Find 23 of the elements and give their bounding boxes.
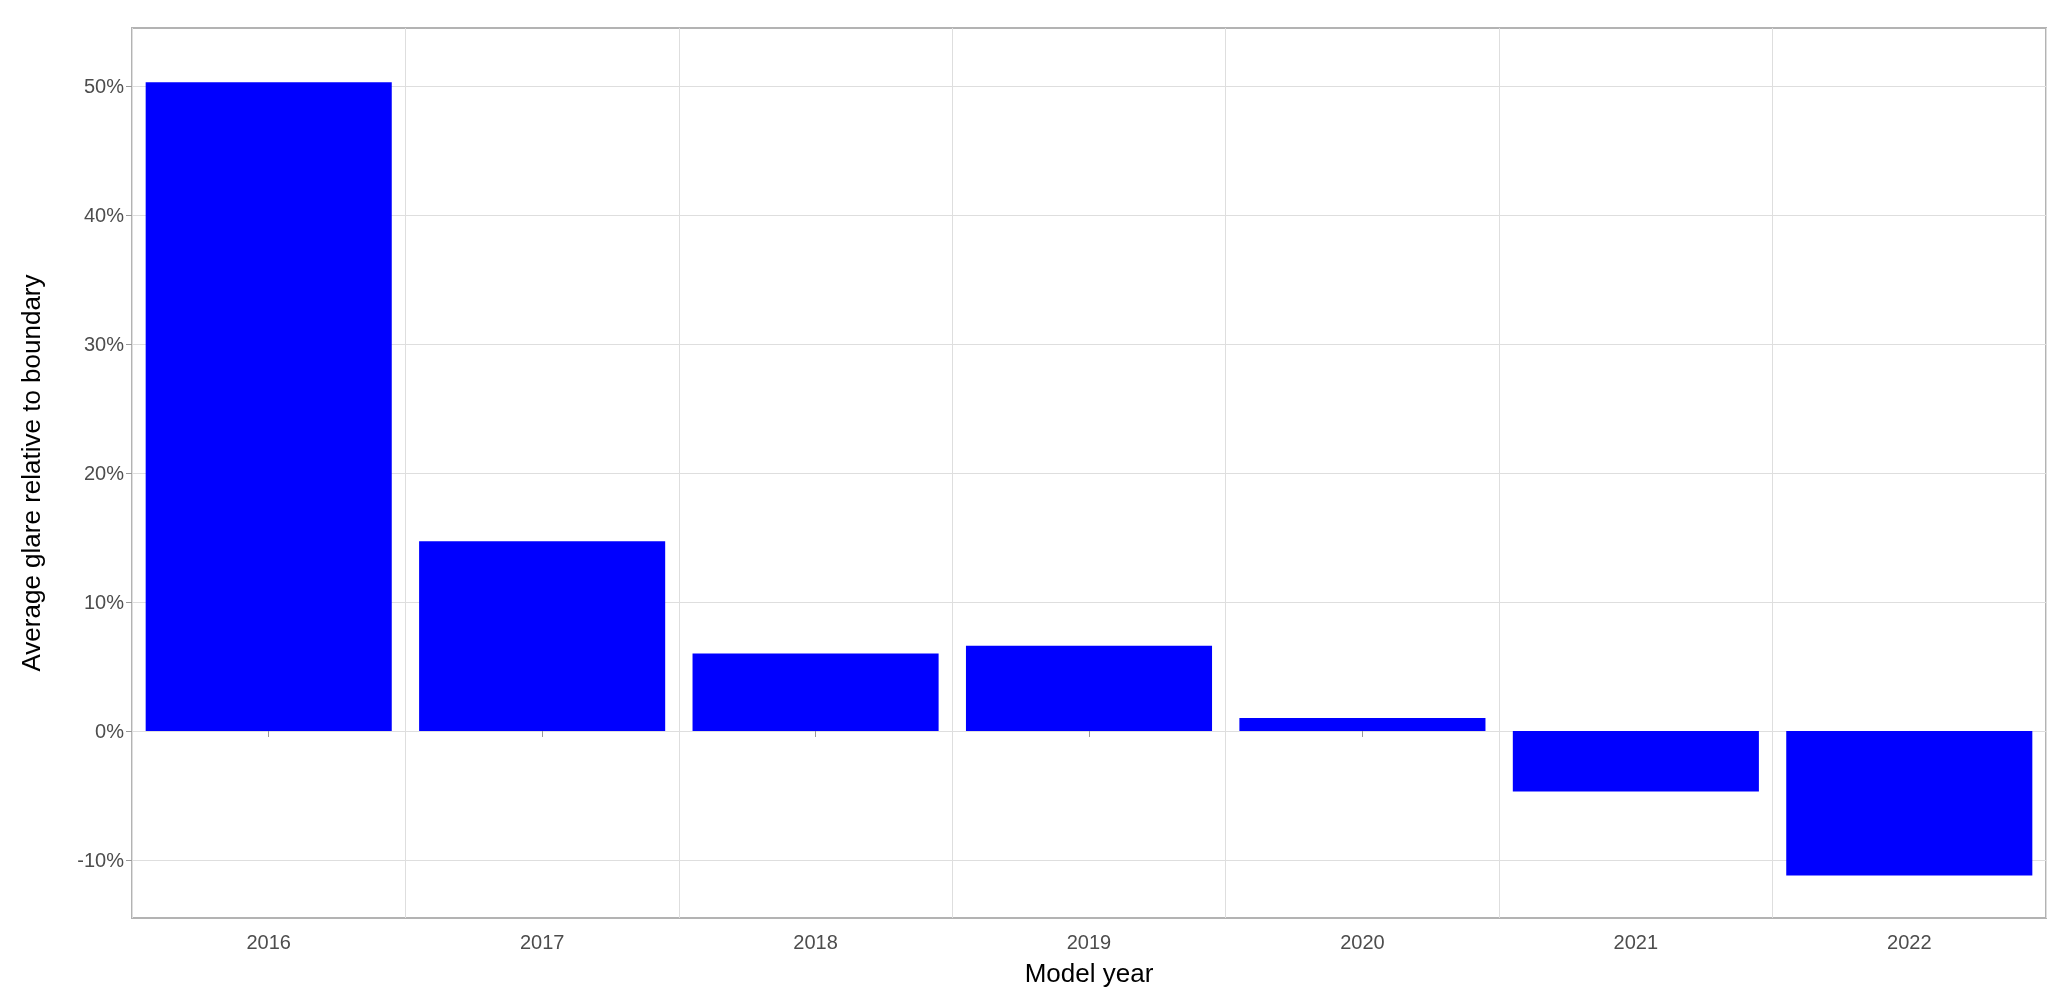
- x-tick-label: 2019: [1066, 931, 1112, 953]
- x-tick-label: 2022: [1887, 931, 1932, 953]
- y-tick-label: 30%: [83, 333, 125, 356]
- y-tick-label: 0%: [95, 719, 125, 742]
- bar: [965, 645, 1213, 731]
- y-axis-title: Average glare relative to boundary: [16, 274, 46, 672]
- x-tick-label: 2017: [519, 931, 565, 953]
- bar: [1239, 718, 1486, 731]
- y-tick-label: 40%: [83, 204, 125, 227]
- x-axis-title: Model year: [1024, 958, 1154, 988]
- bar: [419, 541, 666, 731]
- bar: [145, 82, 392, 731]
- bar: [1512, 730, 1759, 792]
- y-tick-label: 50%: [83, 75, 125, 98]
- y-tick-label: -10%: [77, 848, 125, 871]
- x-tick-label: 2020: [1340, 931, 1385, 953]
- x-tick-label: 2016: [246, 931, 291, 953]
- y-tick-label: 10%: [83, 590, 125, 613]
- x-tick-label: 2021: [1613, 931, 1659, 953]
- y-tick-label: 20%: [83, 462, 125, 484]
- x-tick-label: 2018: [793, 931, 838, 953]
- bar: [1786, 730, 2033, 876]
- bar: [692, 653, 939, 731]
